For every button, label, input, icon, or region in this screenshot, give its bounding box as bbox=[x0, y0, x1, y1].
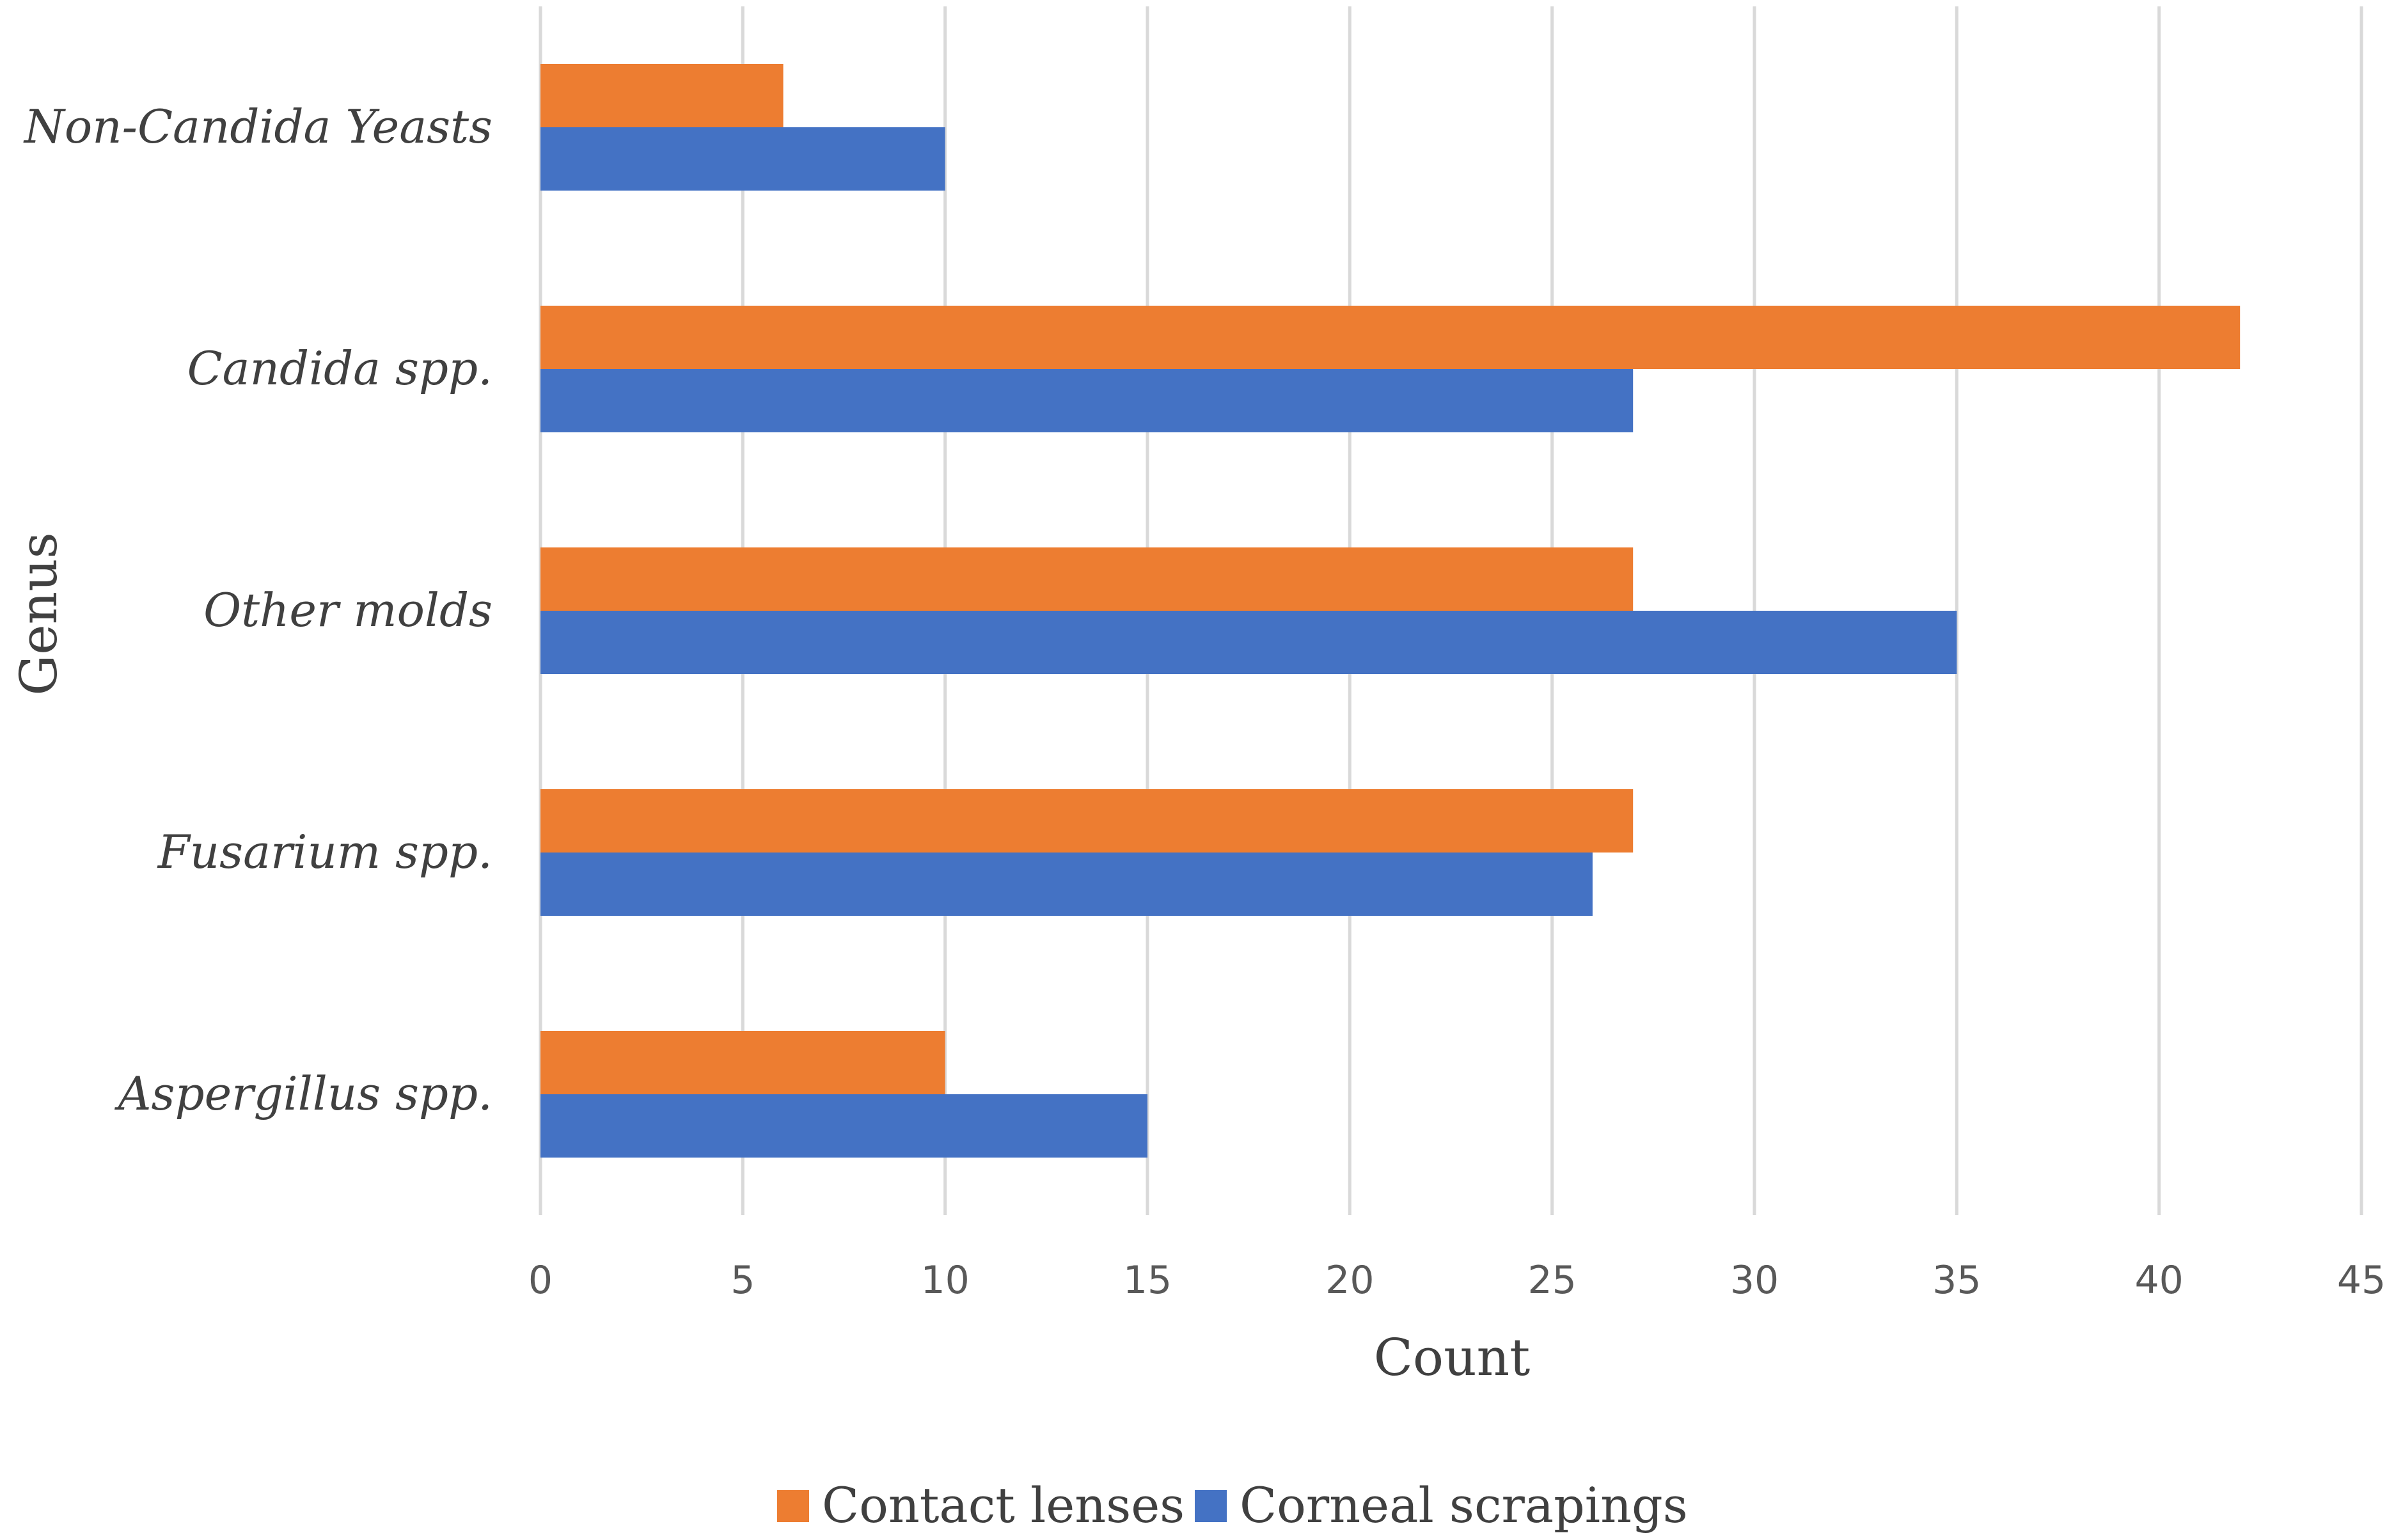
bars bbox=[540, 64, 2241, 1158]
legend: Contact lenses Corneal scrapings bbox=[777, 1477, 1688, 1534]
x-tick-label-10: 10 bbox=[920, 1258, 969, 1303]
x-tick-label-5: 5 bbox=[730, 1258, 755, 1303]
bar-corneal-scrapings-candida-spp bbox=[540, 369, 1634, 432]
category-label-other-molds: Other molds bbox=[203, 583, 492, 637]
x-tick-label-20: 20 bbox=[1325, 1258, 1374, 1303]
x-tick-label-15: 15 bbox=[1123, 1258, 1172, 1303]
bar-corneal-scrapings-fusarium-spp bbox=[540, 852, 1593, 916]
category-label-fusarium-spp: Fusarium spp. bbox=[157, 825, 492, 879]
bar-contact-lenses-aspergillus-spp bbox=[540, 1031, 945, 1094]
x-tick-labels: 0 5 10 15 20 25 30 35 40 45 bbox=[528, 1258, 2386, 1303]
legend-swatch-contact-lenses bbox=[777, 1490, 809, 1522]
bar-corneal-scrapings-non-candida-yeasts bbox=[540, 127, 945, 191]
bar-contact-lenses-other-molds bbox=[540, 547, 1634, 611]
x-axis-title: Count bbox=[1374, 1328, 1531, 1387]
legend-label-corneal-scrapings: Corneal scrapings bbox=[1240, 1477, 1688, 1534]
legend-swatch-corneal-scrapings bbox=[1195, 1490, 1227, 1522]
category-label-aspergillus-spp: Aspergillus spp. bbox=[114, 1067, 492, 1120]
category-labels: Aspergillus spp. Fusarium spp. Other molds… bbox=[23, 100, 492, 1120]
x-tick-label-0: 0 bbox=[528, 1258, 553, 1303]
bar-contact-lenses-non-candida-yeasts bbox=[540, 64, 784, 127]
bar-corneal-scrapings-aspergillus-spp bbox=[540, 1094, 1147, 1158]
x-tick-label-35: 35 bbox=[1932, 1258, 1981, 1303]
bar-corneal-scrapings-other-molds bbox=[540, 611, 1957, 674]
x-tick-label-40: 40 bbox=[2134, 1258, 2183, 1303]
legend-label-contact-lenses: Contact lenses bbox=[822, 1477, 1185, 1534]
x-tick-label-45: 45 bbox=[2337, 1258, 2386, 1303]
category-label-candida-spp: Candida spp. bbox=[187, 342, 492, 395]
x-tick-label-25: 25 bbox=[1527, 1258, 1576, 1303]
bar-contact-lenses-candida-spp bbox=[540, 306, 2241, 369]
y-axis-title: Genus bbox=[9, 532, 68, 695]
category-label-non-candida-yeasts: Non-Candida Yeasts bbox=[23, 100, 492, 153]
x-tick-label-30: 30 bbox=[1730, 1258, 1779, 1303]
bar-contact-lenses-fusarium-spp bbox=[540, 789, 1634, 852]
